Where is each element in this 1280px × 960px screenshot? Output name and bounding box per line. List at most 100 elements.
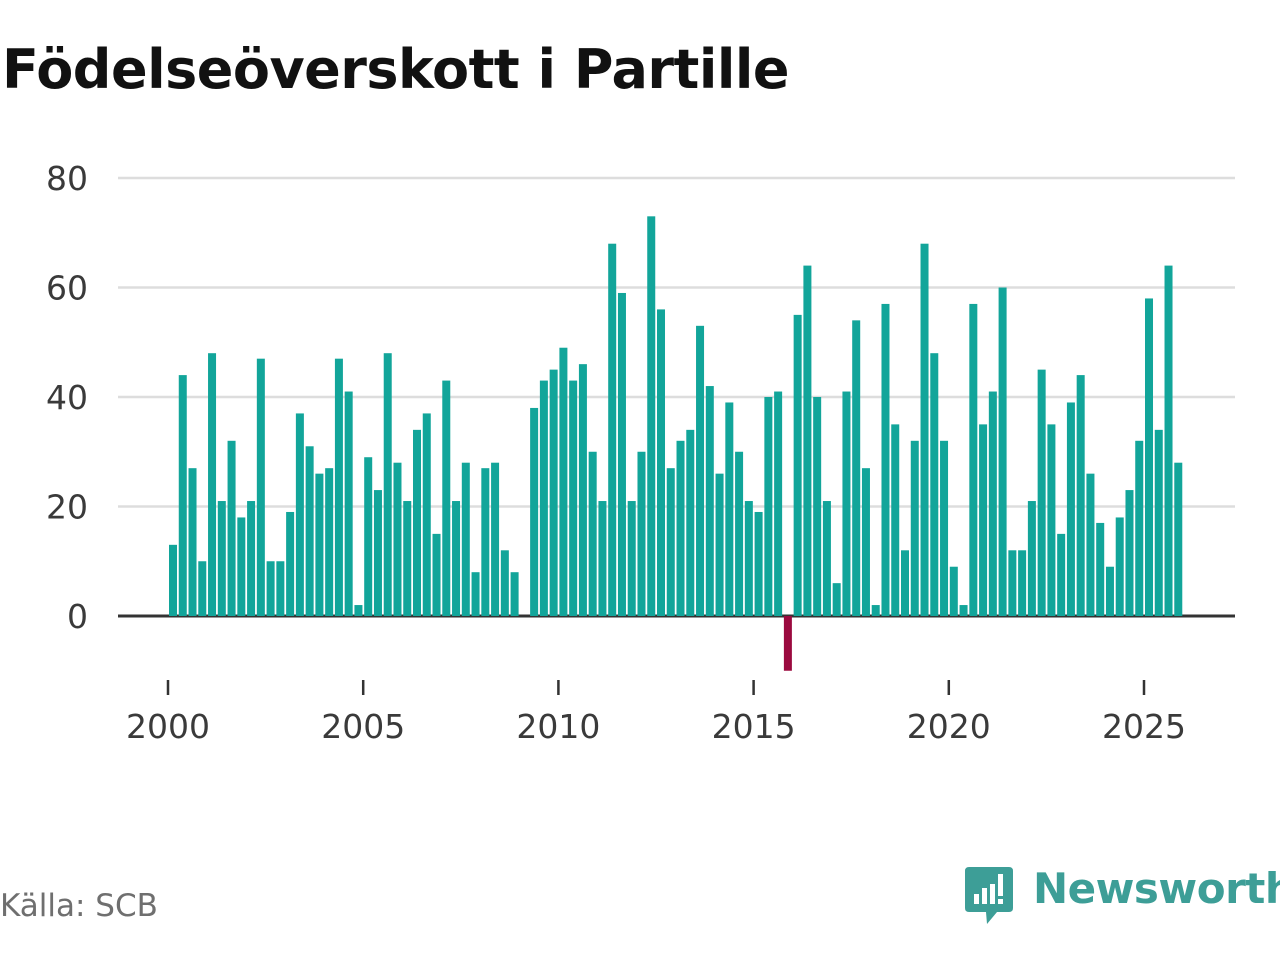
bar-2011-q1 [598,501,607,616]
bar-2014-q1 [715,473,724,616]
x-axis: 2000 2005 2010 2015 2020 2025 [126,680,1186,746]
bar-2024-q2 [1115,517,1124,616]
bar-2022-q3 [1047,424,1056,616]
bar-2007-q3 [461,462,470,616]
bar-2004-q4 [354,605,363,616]
bar-2023-q1 [1066,402,1075,616]
bar-2021-q4 [1018,550,1027,616]
bar-2012-q4 [666,468,675,616]
bar-2021-q2 [998,287,1007,616]
bar-2008-q3 [500,550,509,616]
bar-2016-q1 [793,314,802,616]
x-tick-label-2005: 2005 [321,707,405,746]
bar-2016-q4 [822,501,831,616]
bar-2024-q3 [1125,490,1134,616]
bar-2006-q3 [422,413,431,616]
bar-2022-q1 [1027,501,1036,616]
bar-2012-q3 [657,309,666,616]
bar-2005-q4 [393,462,402,616]
bar-2006-q4 [432,533,441,616]
chart-title: Födelseöverskott i Partille [2,38,790,101]
bar-2014-q4 [744,501,753,616]
source-note: Källa: SCB [0,888,158,924]
bar-2003-q1 [286,511,295,616]
bar-2005-q3 [383,353,392,616]
bar-2025-q1 [1145,298,1154,616]
bar-2022-q2 [1037,369,1046,616]
bar-2018-q2 [881,303,890,616]
bar-2000-q3 [188,468,197,616]
bar-2002-q2 [256,358,265,616]
y-tick-label-80: 80 [46,159,88,198]
bar-2002-q4 [276,561,285,616]
bar-2012-q2 [647,216,656,616]
bar-2009-q4 [549,369,558,616]
x-tick-label-2015: 2015 [712,707,796,746]
bar-2000-q2 [178,375,187,616]
bar-2001-q1 [208,353,217,616]
bar-2017-q1 [832,583,841,616]
bar-2012-q1 [637,451,646,616]
bar-2010-q4 [588,451,597,616]
bar-2015-q2 [764,397,773,616]
bars [169,216,1183,671]
x-tick-label-2000: 2000 [126,707,210,746]
bar-2020-q1 [949,566,958,616]
bar-2015-q3 [774,391,783,616]
bar-2008-q1 [481,468,490,616]
bar-2007-q2 [452,501,461,616]
bar-2023-q2 [1076,375,1085,616]
bar-2024-q4 [1135,440,1144,616]
bar-2019-q3 [930,353,939,616]
bar-2005-q1 [364,457,373,616]
bar-2019-q2 [920,243,929,616]
bar-2010-q2 [569,380,578,616]
bar-2024-q1 [1105,566,1114,616]
bar-2000-q4 [198,561,207,616]
bar-2014-q2 [725,402,734,616]
bar-2001-q3 [227,440,236,616]
bar-2017-q3 [852,320,861,616]
x-tick-label-2025: 2025 [1102,707,1186,746]
bar-2019-q4 [940,440,949,616]
bar-2005-q2 [373,490,382,616]
bar-2025-q2 [1154,429,1163,616]
bar-2006-q2 [413,429,422,616]
bar-2001-q4 [237,517,246,616]
bar-2011-q2 [608,243,617,616]
bar-2025-q4 [1174,462,1183,616]
bar-2018-q3 [891,424,900,616]
bar-2007-q1 [442,380,451,616]
bar-2015-q1 [754,511,763,616]
bar-2013-q3 [696,325,705,616]
bar-2010-q1 [559,347,568,616]
bar-2008-q4 [510,572,519,616]
bar-2002-q3 [266,561,275,616]
x-tick-label-2010: 2010 [516,707,600,746]
newsworthy-logo-icon [965,867,1013,924]
bar-2018-q4 [901,550,910,616]
bar-2011-q3 [617,292,626,616]
bar-2015-q4 [783,616,792,671]
bar-2009-q2 [530,407,539,616]
bar-2001-q2 [217,501,226,616]
bar-2003-q4 [315,473,324,616]
bar-chart: 0 20 40 60 80 2000 2005 2010 2015 2020 2025 [46,159,1235,746]
bar-2016-q2 [803,265,812,616]
bar-2004-q1 [325,468,334,616]
bar-2025-q3 [1164,265,1173,616]
bar-2003-q3 [305,446,314,616]
bar-2021-q1 [988,391,997,616]
bar-2014-q3 [735,451,744,616]
bar-2002-q1 [247,501,256,616]
bar-2008-q2 [491,462,500,616]
bar-2018-q1 [871,605,880,616]
bar-2004-q3 [344,391,353,616]
x-tick-label-2020: 2020 [907,707,991,746]
bar-2013-q1 [676,440,685,616]
bar-2019-q1 [910,440,919,616]
bar-2009-q3 [539,380,548,616]
bar-2013-q4 [705,386,714,616]
bar-2007-q4 [471,572,480,616]
bar-2023-q4 [1096,522,1105,616]
